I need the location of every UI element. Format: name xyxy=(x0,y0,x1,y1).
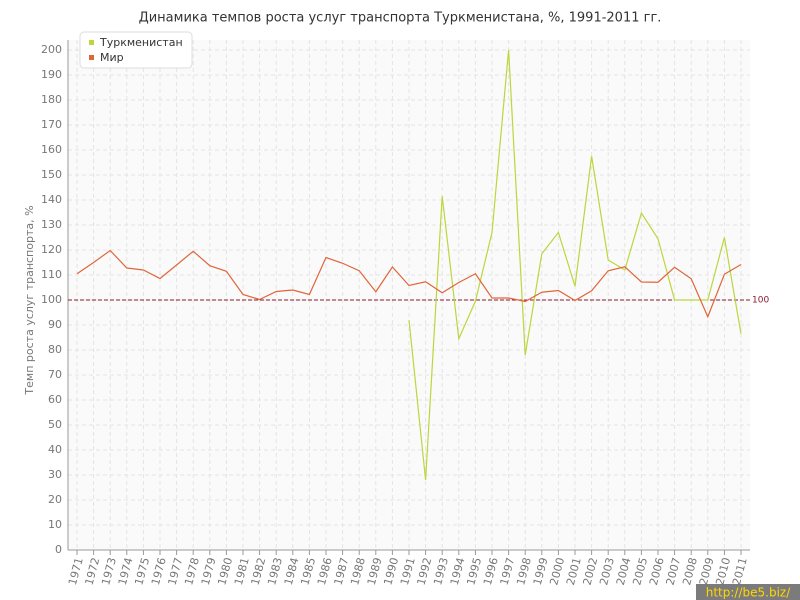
legend-marker xyxy=(89,40,94,45)
y-tick-label: 140 xyxy=(41,193,62,206)
x-tick-label: 2011 xyxy=(730,556,750,586)
watermark-bg xyxy=(696,584,800,600)
y-tick-label: 100 xyxy=(41,293,62,306)
y-tick-label: 200 xyxy=(41,43,62,56)
y-tick-label: 150 xyxy=(41,168,62,181)
y-tick-label: 80 xyxy=(48,343,62,356)
y-tick-label: 60 xyxy=(48,393,62,406)
series-line xyxy=(76,249,742,319)
legend-label: Мир xyxy=(100,51,124,64)
legend-marker xyxy=(89,55,94,60)
y-tick-label: 160 xyxy=(41,143,62,156)
y-tick-label: 170 xyxy=(41,118,62,131)
chart-title: Динамика темпов роста услуг транспорта Т… xyxy=(139,11,662,26)
y-tick-label: 110 xyxy=(41,268,62,281)
y-tick-label: 90 xyxy=(48,318,62,331)
y-tick-label: 70 xyxy=(48,368,62,381)
legend: Туркменистан Мир xyxy=(79,31,193,69)
y-tick-label: 130 xyxy=(41,218,62,231)
y-tick-label: 180 xyxy=(41,93,62,106)
y-tick-label: 120 xyxy=(41,243,62,256)
y-axis-label: Темп роста услуг транспорта, % xyxy=(23,205,36,395)
y-tick-label: 30 xyxy=(48,468,62,481)
legend-box xyxy=(79,31,193,69)
legend-label: Туркменистан xyxy=(99,36,183,49)
y-tick-label: 190 xyxy=(41,68,62,81)
y-tick-label: 40 xyxy=(48,443,62,456)
y-tick-label: 0 xyxy=(55,543,62,556)
y-tick-label: 50 xyxy=(48,418,62,431)
y-tick-label: 20 xyxy=(48,493,62,506)
reference-label: 100 xyxy=(752,296,769,306)
watermark: http://be5.biz/ xyxy=(706,586,791,600)
series-line xyxy=(408,49,742,481)
y-tick-label: 10 xyxy=(48,518,62,531)
